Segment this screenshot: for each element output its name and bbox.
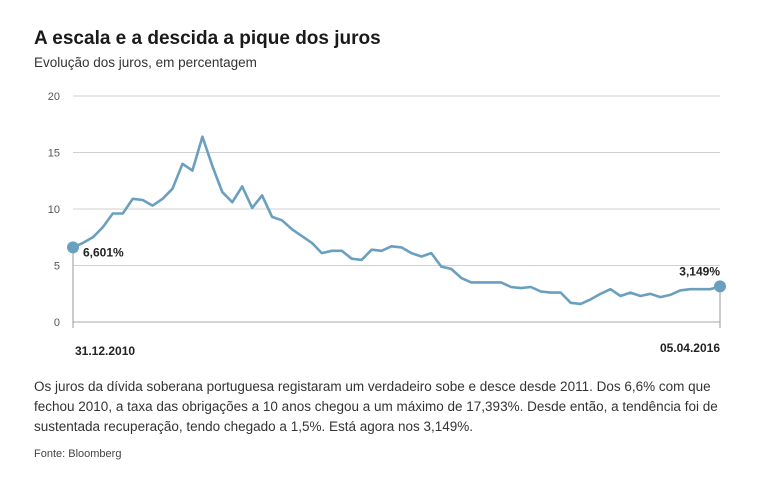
end-value-label: 3,149% <box>679 264 720 278</box>
chart-description: Os juros da dívida soberana portuguesa r… <box>34 379 718 434</box>
y-tick-label: 0 <box>54 317 60 329</box>
chart-title: A escala e a descida a pique dos juros <box>34 28 381 49</box>
interest-rate-line-chart: 0 5 10 15 20 6,601% 3,149% 31.12.2010 05.04.2016 <box>48 91 726 358</box>
source-note: Fonte: Bloomberg <box>34 448 122 460</box>
y-tick-label: 15 <box>48 148 60 160</box>
y-tick-label: 20 <box>48 91 60 103</box>
end-point <box>714 280 726 293</box>
start-point <box>67 241 79 254</box>
chart-subtitle: Evolução dos juros, em percentagem <box>34 55 257 70</box>
y-tick-label: 10 <box>48 204 60 216</box>
y-tick-label: 5 <box>54 261 60 273</box>
end-date-label: 05.04.2016 <box>660 341 720 355</box>
series-line <box>71 135 722 306</box>
start-date-label: 31.12.2010 <box>75 344 135 358</box>
start-value-label: 6,601% <box>83 245 124 259</box>
